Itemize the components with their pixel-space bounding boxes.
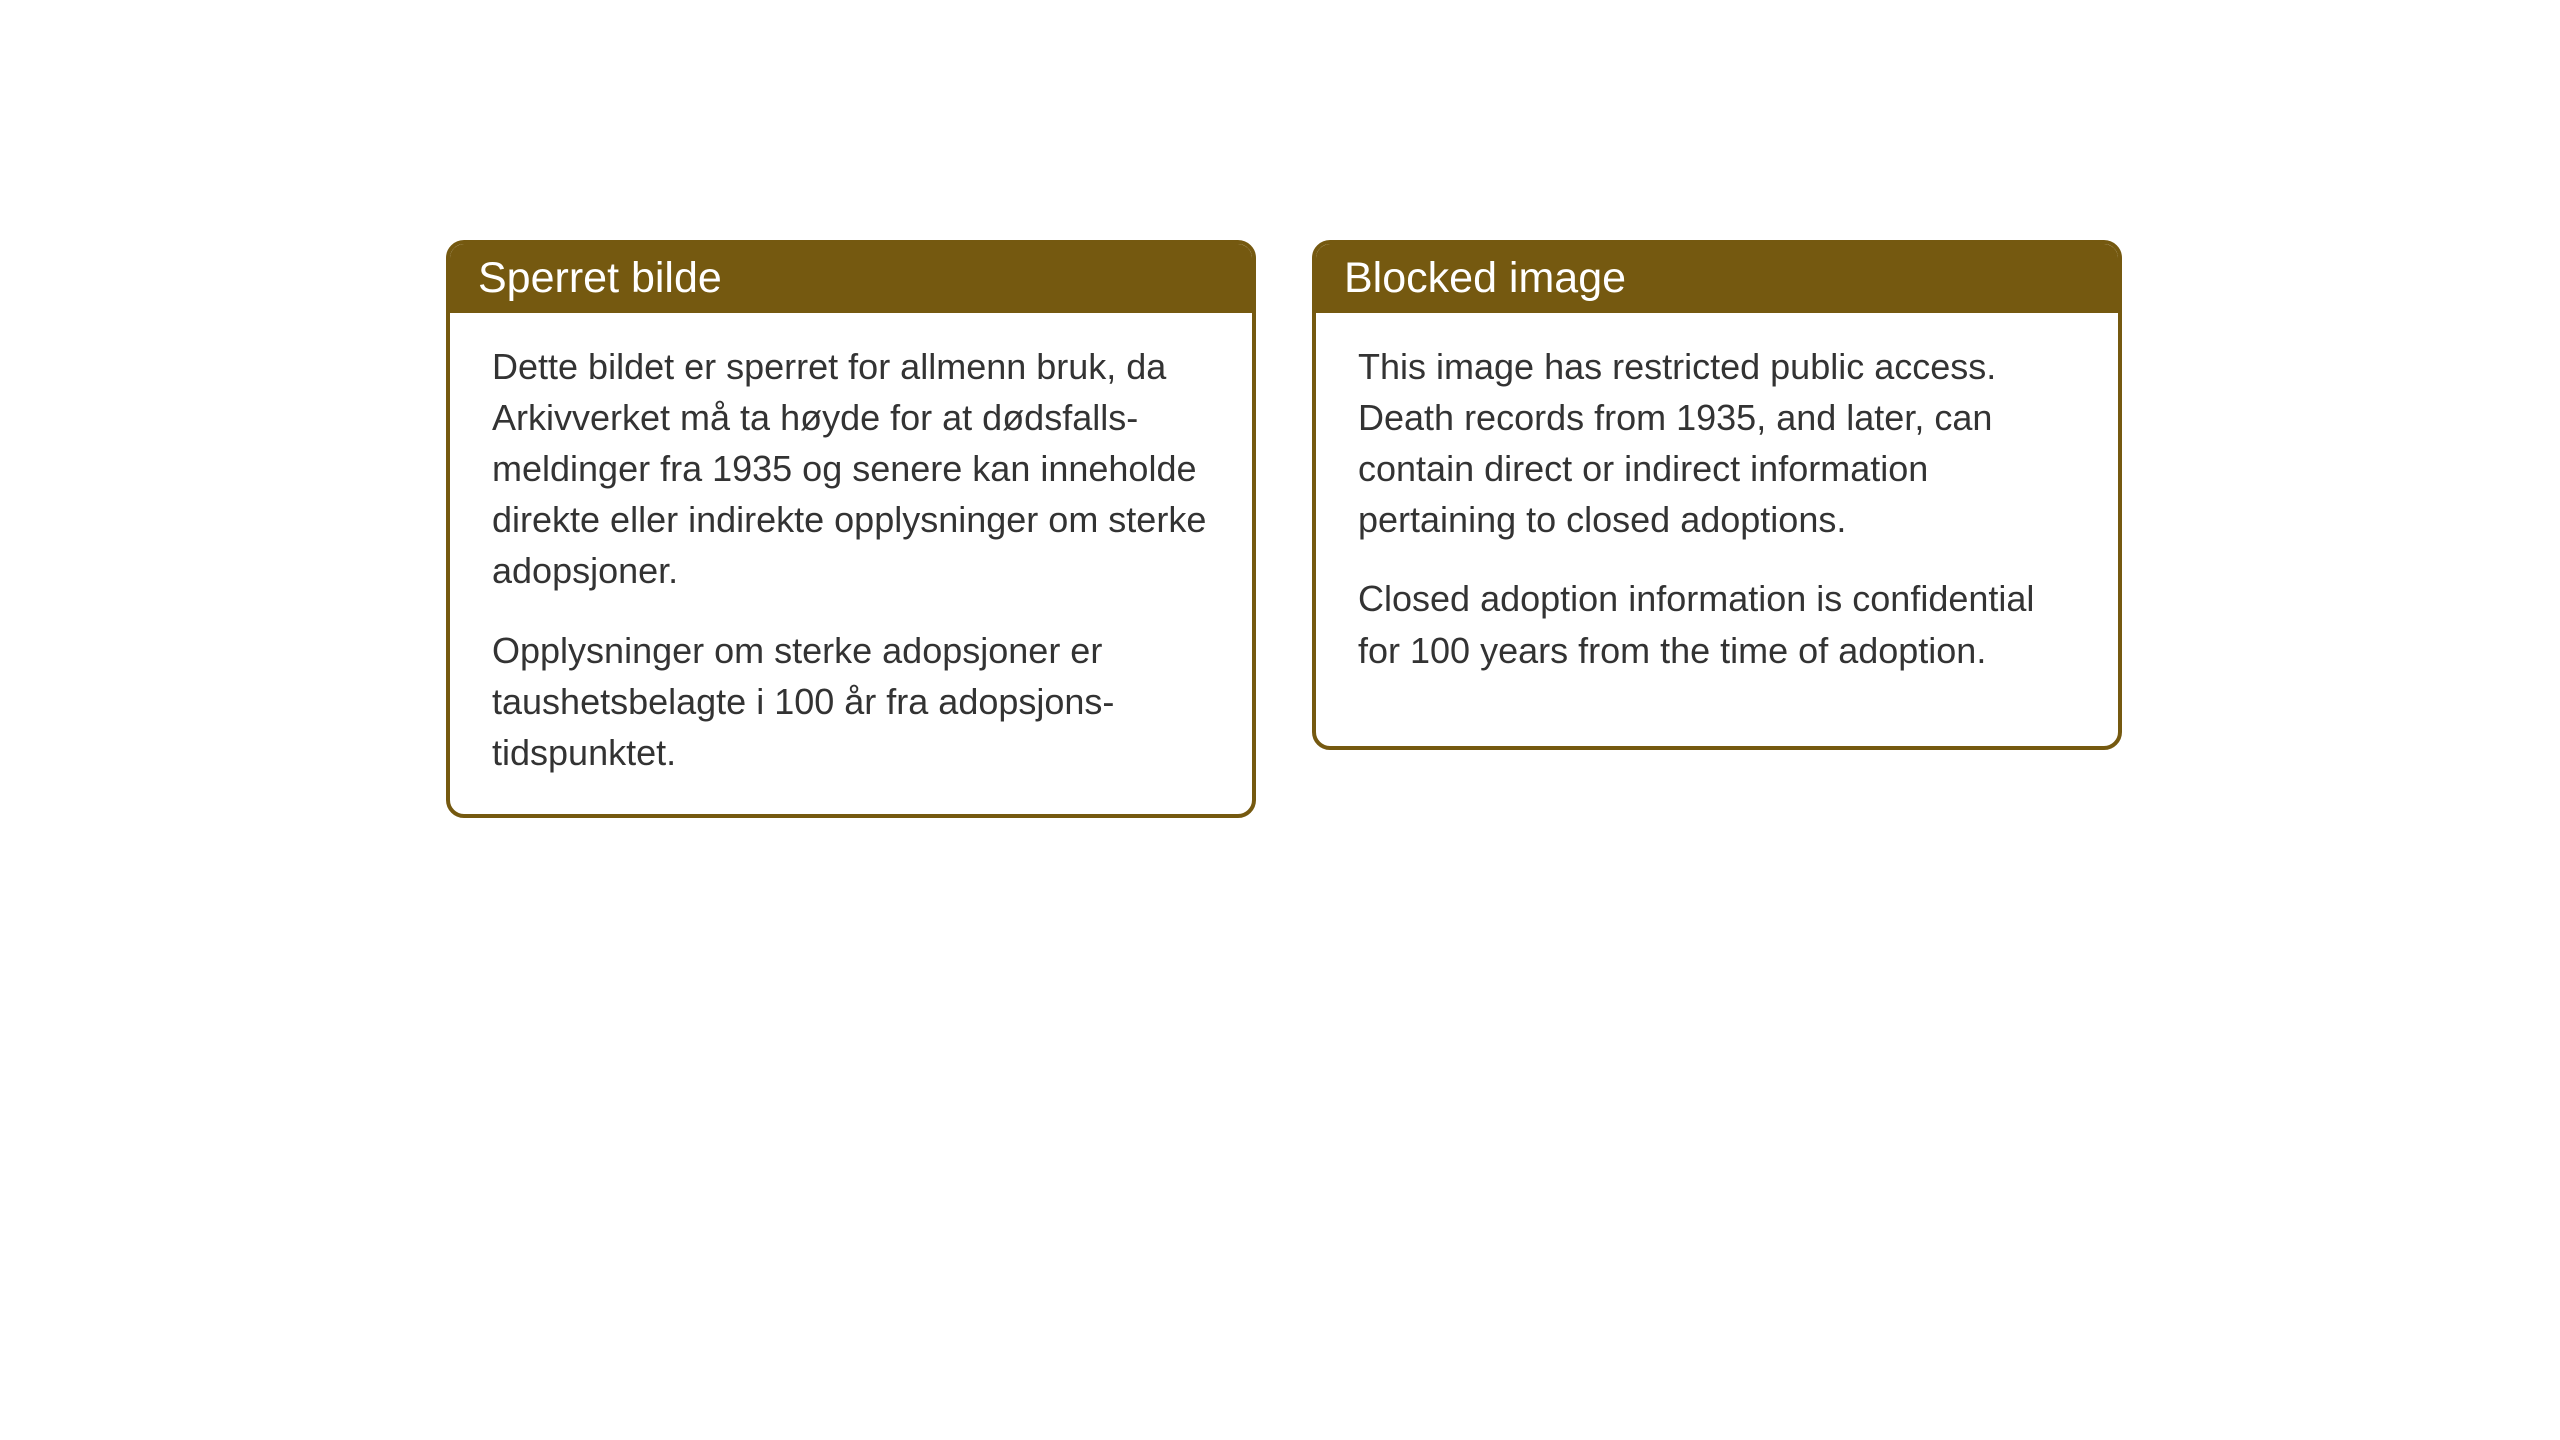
norwegian-paragraph-2: Opplysninger om sterke adopsjoner er tau… <box>492 625 1210 778</box>
norwegian-paragraph-1: Dette bildet er sperret for allmenn bruk… <box>492 341 1210 597</box>
english-card-body: This image has restricted public access.… <box>1316 313 2118 712</box>
english-paragraph-1: This image has restricted public access.… <box>1358 341 2076 545</box>
english-paragraph-2: Closed adoption information is confident… <box>1358 573 2076 675</box>
english-card-title: Blocked image <box>1344 254 1626 302</box>
norwegian-card-title: Sperret bilde <box>478 254 722 302</box>
norwegian-card-body: Dette bildet er sperret for allmenn bruk… <box>450 313 1252 814</box>
english-card: Blocked image This image has restricted … <box>1312 240 2122 750</box>
norwegian-card: Sperret bilde Dette bildet er sperret fo… <box>446 240 1256 818</box>
english-card-header: Blocked image <box>1316 244 2118 313</box>
norwegian-card-header: Sperret bilde <box>450 244 1252 313</box>
cards-container: Sperret bilde Dette bildet er sperret fo… <box>0 0 2560 818</box>
